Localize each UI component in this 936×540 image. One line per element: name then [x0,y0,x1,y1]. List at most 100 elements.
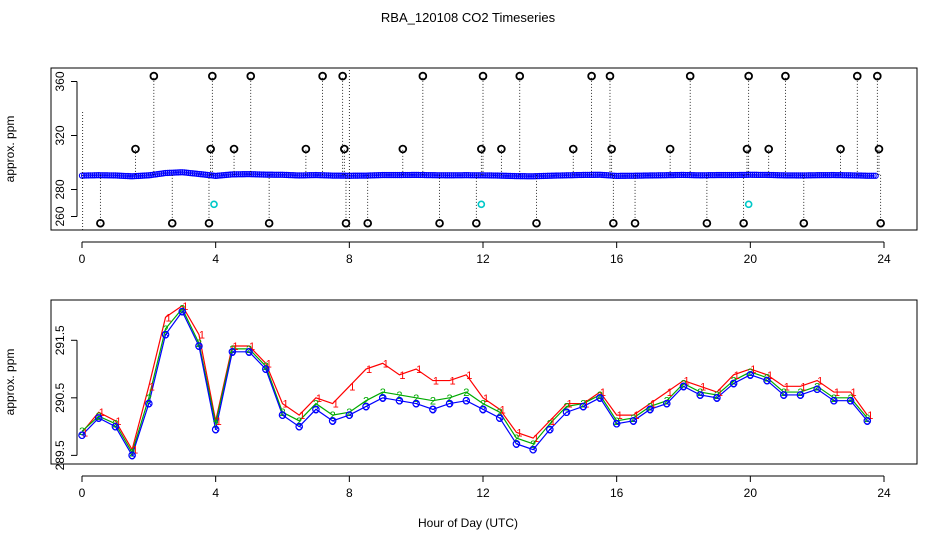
upper-mid-spike-point [874,144,884,154]
upper-high-spike-point [587,71,596,81]
upper-baseline-point [413,171,420,179]
upper-baseline-point [640,172,647,179]
upper-baseline-point [830,171,838,179]
lower-series-3-label: 3 [463,396,469,408]
lower-x-tick-label: 20 [744,486,758,500]
lower-series-3-label: 3 [162,330,168,342]
lower-series-1-label: 1 [483,393,489,405]
lower-series-2-label: 2 [664,396,670,408]
upper-baseline-point [279,171,286,178]
lower-series-1-label: 1 [132,445,138,457]
upper-high-spike-point [852,71,862,81]
upper-baseline-point [809,172,817,179]
upper-baseline-point [296,172,303,179]
upper-baseline-point [569,172,576,179]
lower-series-1-label: 1 [232,341,238,353]
lower-series-1-label: 1 [550,416,556,428]
upper-baseline-point [765,171,773,179]
upper-baseline-point [782,172,789,179]
upper-baseline-point [325,172,332,179]
upper-baseline-point [515,173,522,180]
upper-baseline-point [511,172,518,180]
upper-baseline-point [404,171,411,179]
upper-baseline-point [128,173,136,180]
upper-baseline-point [364,172,372,179]
upper-baseline-point [659,172,666,179]
upper-baseline-point [245,170,253,178]
upper-baseline-point [484,172,491,179]
upper-baseline-point [655,172,662,179]
upper-baseline-point [784,172,792,179]
upper-baseline-point [745,171,752,178]
upper-low-spike-point [876,218,885,228]
upper-baseline-point [868,172,875,179]
upper-baseline-point [836,172,844,179]
lower-series-1-label: 1 [516,427,522,439]
upper-baseline-point [193,170,201,177]
lower-series-3-label: 3 [513,439,519,451]
upper-baseline-point [726,171,733,179]
lower-series-3-circle [629,417,638,425]
upper-baseline-point [227,171,234,178]
upper-baseline-point [235,171,242,178]
upper-baseline-point [262,171,269,178]
upper-baseline-point [254,171,261,178]
upper-baseline-point [592,171,599,178]
upper-baseline-point [636,172,643,179]
upper-baseline-point [273,171,280,178]
upper-baseline-point [174,169,182,176]
upper-baseline-point [177,169,184,176]
upper-baseline-point [444,172,451,179]
lower-series-3-label: 3 [647,404,653,416]
upper-baseline-point [630,172,637,179]
lower-series-2-label: 2 [162,324,168,336]
lower-series-3-circle [796,391,805,399]
upper-baseline-point [139,172,146,179]
lower-series-3-label: 3 [313,404,319,416]
lower-series-1-label: 1 [667,387,673,399]
lower-series-2-label: 2 [614,416,620,428]
upper-baseline-point [609,172,616,179]
upper-cyan-point [210,200,218,209]
lower-series-2-label: 2 [563,401,569,413]
lower-series-3-circle [596,394,604,402]
upper-baseline-point [298,172,305,179]
upper-baseline-point [738,171,746,179]
upper-baseline-point [383,171,391,179]
upper-baseline-point [199,171,207,178]
upper-baseline-point [312,171,320,179]
lower-series-3-label: 3 [697,390,703,402]
upper-baseline-point [816,172,823,179]
upper-baseline-point [632,172,639,179]
lower-series-1-label: 1 [851,387,857,399]
upper-baseline-point [667,171,675,179]
upper-baseline-point [682,171,689,179]
upper-baseline-point [598,171,606,179]
upper-y-label: approx. ppm [3,116,17,183]
lower-series-3-label: 3 [330,416,336,428]
upper-baseline-point [427,172,434,179]
upper-baseline-point [237,171,244,178]
lower-series-2-label: 2 [330,410,336,422]
upper-baseline-point [711,171,718,179]
upper-baseline-point [377,171,384,179]
upper-baseline-point [283,171,290,179]
upper-baseline-point [513,172,520,180]
upper-baseline-point [477,172,485,179]
upper-baseline-point [674,171,681,179]
upper-baseline-point [387,171,395,179]
upper-baseline-point [454,172,462,179]
lower-series-1-label: 1 [533,433,539,445]
upper-baseline-point [755,171,762,179]
lower-series-3-circle [295,422,304,431]
upper-panel: 0 4 8 12 16 20 24 260 280 320 360 approx. ppm [3,67,918,266]
upper-baseline-point [571,171,579,179]
upper-baseline-point [853,172,860,179]
upper-baseline-point [80,172,88,179]
upper-x-tick-label: 24 [877,252,891,266]
lower-series-1-label: 1 [115,416,121,428]
upper-x-tick-label: 0 [79,252,86,266]
x-axis-label: Hour of Day (UTC) [418,516,518,530]
upper-baseline-point [402,171,409,179]
